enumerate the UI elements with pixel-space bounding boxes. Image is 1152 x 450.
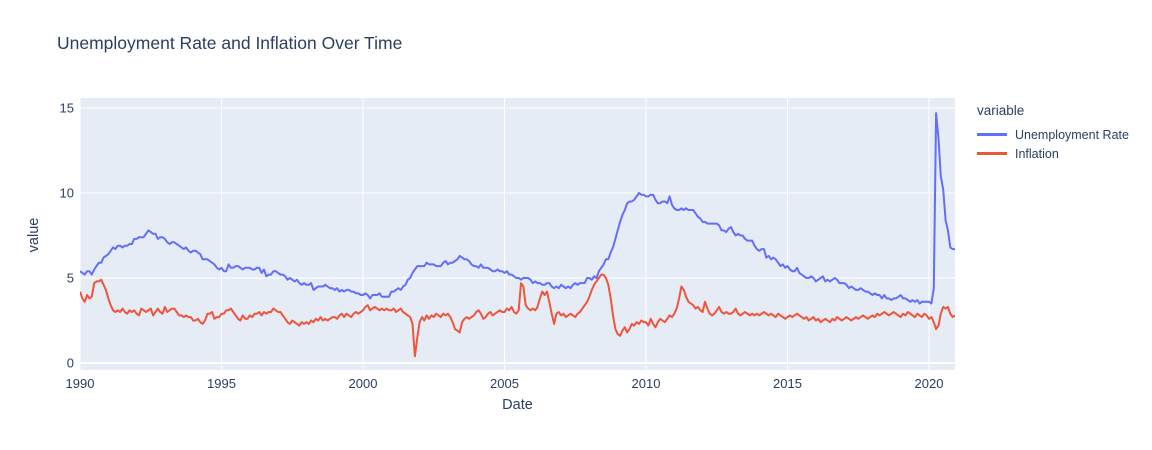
legend-item-label: Unemployment Rate: [1015, 127, 1129, 142]
x-tick-label: 2020: [915, 376, 944, 391]
x-axis-title: Date: [502, 397, 533, 413]
x-tick-label: 1990: [66, 376, 95, 391]
y-tick-label: 10: [60, 186, 74, 201]
x-tick-label: 2010: [632, 376, 661, 391]
legend-item-label: Inflation: [1015, 146, 1059, 161]
y-tick-label: 5: [67, 271, 74, 286]
x-tick-label: 2000: [349, 376, 378, 391]
series-line-inflation[interactable]: [80, 273, 955, 358]
x-tick-label: 2005: [490, 376, 519, 391]
x-tick-label: 2015: [773, 376, 802, 391]
chart-title: Unemployment Rate and Inflation Over Tim…: [57, 33, 403, 53]
legend: variable Unemployment Rate Inflation: [977, 103, 1129, 163]
y-tick-label: 15: [60, 101, 74, 116]
y-axis-title: value: [26, 217, 42, 253]
y-tick-label: 0: [67, 356, 74, 371]
legend-line-sample-unemployment: [977, 133, 1007, 136]
plot-background[interactable]: [80, 98, 955, 370]
series-line-unemployment-rate[interactable]: [80, 112, 955, 305]
legend-title: variable: [977, 103, 1025, 118]
legend-item-inflation[interactable]: Inflation: [977, 144, 1129, 163]
legend-item-unemployment-rate[interactable]: Unemployment Rate: [977, 125, 1129, 144]
x-tick-label: 1995: [207, 376, 236, 391]
legend-line-sample-inflation: [977, 152, 1007, 155]
